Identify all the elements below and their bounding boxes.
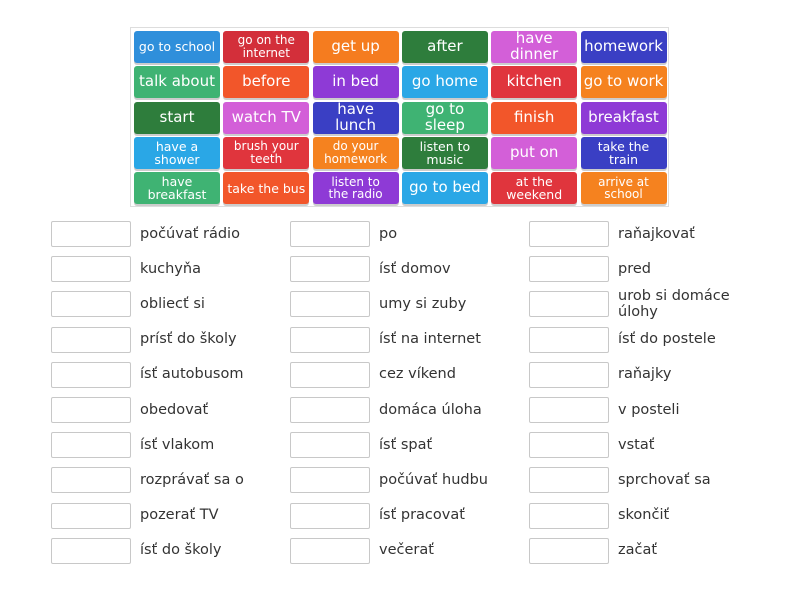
match-label: ísť pracovať: [379, 507, 465, 524]
word-tile[interactable]: go to work: [580, 66, 667, 99]
match-label: obedovať: [140, 401, 209, 418]
word-tile[interactable]: take the train: [580, 136, 667, 169]
word-tile[interactable]: go to school: [134, 31, 220, 63]
match-label: ísť spať: [379, 436, 433, 453]
drop-slot[interactable]: [290, 502, 370, 529]
drop-slot[interactable]: [51, 326, 131, 353]
word-tile[interactable]: go on the internet: [223, 31, 310, 63]
match-label: počúvať rádio: [140, 225, 240, 242]
match-label: po: [379, 225, 398, 242]
drop-slot[interactable]: [529, 397, 609, 423]
drop-slot[interactable]: [51, 397, 131, 423]
drop-slot[interactable]: [529, 326, 609, 353]
match-label: v posteli: [618, 401, 680, 418]
match-label: kuchyňa: [140, 260, 201, 277]
word-tile[interactable]: put on: [491, 136, 578, 169]
word-tile[interactable]: breakfast: [580, 101, 667, 134]
match-label: počúvať hudbu: [379, 472, 488, 489]
match-label: ísť autobusom: [140, 366, 244, 383]
drop-slot[interactable]: [51, 221, 131, 247]
match-label: raňajky: [618, 366, 672, 383]
match-label: umy si zuby: [379, 296, 467, 313]
word-tile[interactable]: kitchen: [491, 66, 578, 99]
word-tile[interactable]: listen to music: [401, 136, 488, 169]
word-tile[interactable]: finish: [491, 101, 578, 134]
word-tile[interactable]: have a shower: [134, 136, 220, 169]
drop-slot[interactable]: [290, 537, 370, 564]
match-label: pred: [618, 260, 651, 277]
word-tile[interactable]: take the bus: [223, 172, 310, 205]
word-tile[interactable]: go to sleep: [401, 101, 488, 134]
match-label: ísť vlakom: [140, 436, 215, 453]
drop-slot[interactable]: [51, 291, 131, 318]
match-label: rozprávať sa o: [140, 472, 244, 489]
match-label: obliecť si: [140, 296, 205, 313]
match-label: ísť domov: [379, 260, 451, 277]
drop-slot[interactable]: [51, 256, 131, 283]
drop-slot[interactable]: [529, 361, 609, 388]
word-tile[interactable]: arrive at school: [580, 172, 667, 205]
word-tile[interactable]: after: [401, 31, 488, 63]
match-label: začať: [618, 542, 658, 559]
match-label: domáca úloha: [379, 401, 482, 418]
drop-slot[interactable]: [529, 502, 609, 529]
drop-slot[interactable]: [290, 291, 370, 318]
word-tile[interactable]: get up: [312, 31, 399, 63]
match-label: pozerať TV: [140, 507, 219, 524]
drop-slot[interactable]: [51, 432, 131, 459]
match-label: ísť do postele: [618, 331, 716, 348]
word-tile[interactable]: homework: [580, 31, 667, 63]
word-tile[interactable]: talk about: [134, 66, 220, 99]
word-tile[interactable]: watch TV: [223, 101, 310, 134]
match-label: ísť na internet: [379, 331, 481, 348]
word-tile[interactable]: before: [223, 66, 310, 99]
tile-board: go to school go on the internet get up afte…: [130, 27, 669, 207]
drop-slot[interactable]: [529, 467, 609, 494]
word-tile[interactable]: at the weekend: [491, 172, 578, 205]
drop-slot[interactable]: [529, 537, 609, 564]
word-tile[interactable]: in bed: [312, 66, 399, 99]
drop-slot[interactable]: [290, 467, 370, 494]
match-label: urob si domáce úlohy: [618, 287, 730, 321]
word-tile[interactable]: start: [134, 101, 220, 134]
drop-slot[interactable]: [290, 397, 370, 423]
drop-slot[interactable]: [290, 361, 370, 388]
word-tile[interactable]: have lunch: [312, 101, 399, 134]
match-label: ísť do školy: [140, 542, 222, 559]
word-tile[interactable]: go to bed: [401, 172, 488, 205]
drop-slot[interactable]: [51, 537, 131, 564]
word-tile[interactable]: do your homework: [312, 136, 399, 169]
word-tile[interactable]: listen to the radio: [312, 172, 399, 205]
match-label: raňajkovať: [618, 225, 695, 242]
word-tile[interactable]: go home: [401, 66, 488, 99]
match-label: prísť do školy: [140, 331, 237, 348]
word-tile[interactable]: brush your teeth: [223, 136, 310, 169]
match-label: vstať: [618, 436, 655, 453]
match-label: cez víkend: [379, 366, 456, 383]
drop-slot[interactable]: [290, 326, 370, 353]
word-tile[interactable]: have breakfast: [134, 172, 220, 205]
drop-slot[interactable]: [290, 432, 370, 459]
drop-slot[interactable]: [529, 291, 609, 318]
drop-slot[interactable]: [529, 221, 609, 247]
drop-slot[interactable]: [290, 221, 370, 247]
word-tile[interactable]: have dinner: [491, 30, 578, 63]
match-label: večerať: [379, 542, 434, 559]
drop-slot[interactable]: [529, 256, 609, 283]
drop-slot[interactable]: [51, 467, 131, 494]
drop-slot[interactable]: [290, 256, 370, 283]
drop-slot[interactable]: [529, 432, 609, 459]
match-label: sprchovať sa: [618, 472, 711, 489]
drop-slot[interactable]: [51, 502, 131, 529]
drop-slot[interactable]: [51, 361, 131, 388]
match-label: skončiť: [618, 507, 670, 524]
